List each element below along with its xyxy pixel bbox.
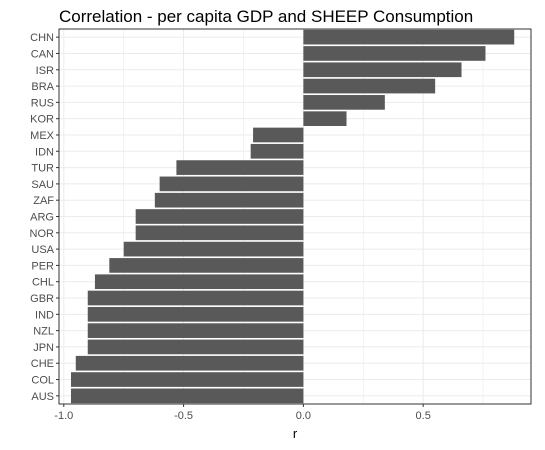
bar-ind <box>87 306 304 322</box>
y-tick-label-idn: IDN <box>35 146 54 158</box>
bar-can <box>303 46 486 61</box>
y-tick-label-mex: MEX <box>30 130 55 142</box>
y-tick-label-zaf: ZAF <box>33 195 54 207</box>
y-tick-label-kor: KOR <box>30 114 54 126</box>
y-tick-label-che: CHE <box>31 358 54 370</box>
bar-idn <box>250 143 304 159</box>
y-tick-label-jpn: JPN <box>33 342 54 354</box>
bar-chl <box>94 274 304 290</box>
x-tick-label: -0.5 <box>174 410 193 422</box>
y-tick-label-chn: CHN <box>30 32 54 44</box>
y-tick-label-ind: IND <box>35 309 54 321</box>
x-tick-label: -1.0 <box>54 410 73 422</box>
y-tick-label-arg: ARG <box>30 212 54 224</box>
y-tick-label-sau: SAU <box>31 179 54 191</box>
bar-jpn <box>87 339 304 355</box>
bar-arg <box>135 209 304 224</box>
bar-rus <box>303 95 385 110</box>
bars <box>70 29 515 404</box>
x-tick-label: 0.5 <box>416 410 431 422</box>
bar-nzl <box>87 323 304 338</box>
y-tick-label-nzl: NZL <box>33 326 54 338</box>
bar-bra <box>303 78 436 94</box>
x-tick-label: 0.0 <box>296 410 311 422</box>
bar-sau <box>159 176 304 192</box>
bar-col <box>70 372 304 387</box>
bar-zaf <box>154 192 304 208</box>
panel-border <box>58 28 532 405</box>
bar-tur <box>176 160 304 175</box>
x-axis-title: r <box>293 426 298 441</box>
bar-aus <box>70 388 304 404</box>
y-tick-label-col: COL <box>31 375 54 387</box>
y-tick-label-isr: ISR <box>36 65 54 77</box>
bar-mex <box>253 127 304 143</box>
bar-usa <box>123 241 304 257</box>
bar-chn <box>303 29 515 45</box>
y-axis-ticks: CHN CAN ISR BRA RUS KOR MEX IDN TUR SAU ZAF ARG NOR U… <box>30 32 59 403</box>
y-tick-label-aus: AUS <box>31 391 54 403</box>
bar-gbr <box>87 290 304 306</box>
y-tick-label-usa: USA <box>31 244 54 256</box>
y-tick-label-per: PER <box>31 260 54 272</box>
bar-che <box>75 355 304 371</box>
y-tick-label-bra: BRA <box>31 81 54 93</box>
y-tick-label-rus: RUS <box>31 97 54 109</box>
bar-kor <box>303 111 347 127</box>
y-tick-label-nor: NOR <box>30 228 55 240</box>
y-tick-label-can: CAN <box>31 48 54 60</box>
chart-title: Correlation - per capita GDP and SHEEP C… <box>59 7 473 26</box>
y-tick-label-chl: CHL <box>32 277 54 289</box>
x-axis-ticks: -1.0 -0.5 0.0 0.5 <box>54 404 431 422</box>
bar-isr <box>303 62 462 78</box>
y-tick-label-gbr: GBR <box>30 293 54 305</box>
y-tick-label-tur: TUR <box>31 163 54 175</box>
bar-per <box>109 258 304 273</box>
bar-nor <box>135 225 304 241</box>
